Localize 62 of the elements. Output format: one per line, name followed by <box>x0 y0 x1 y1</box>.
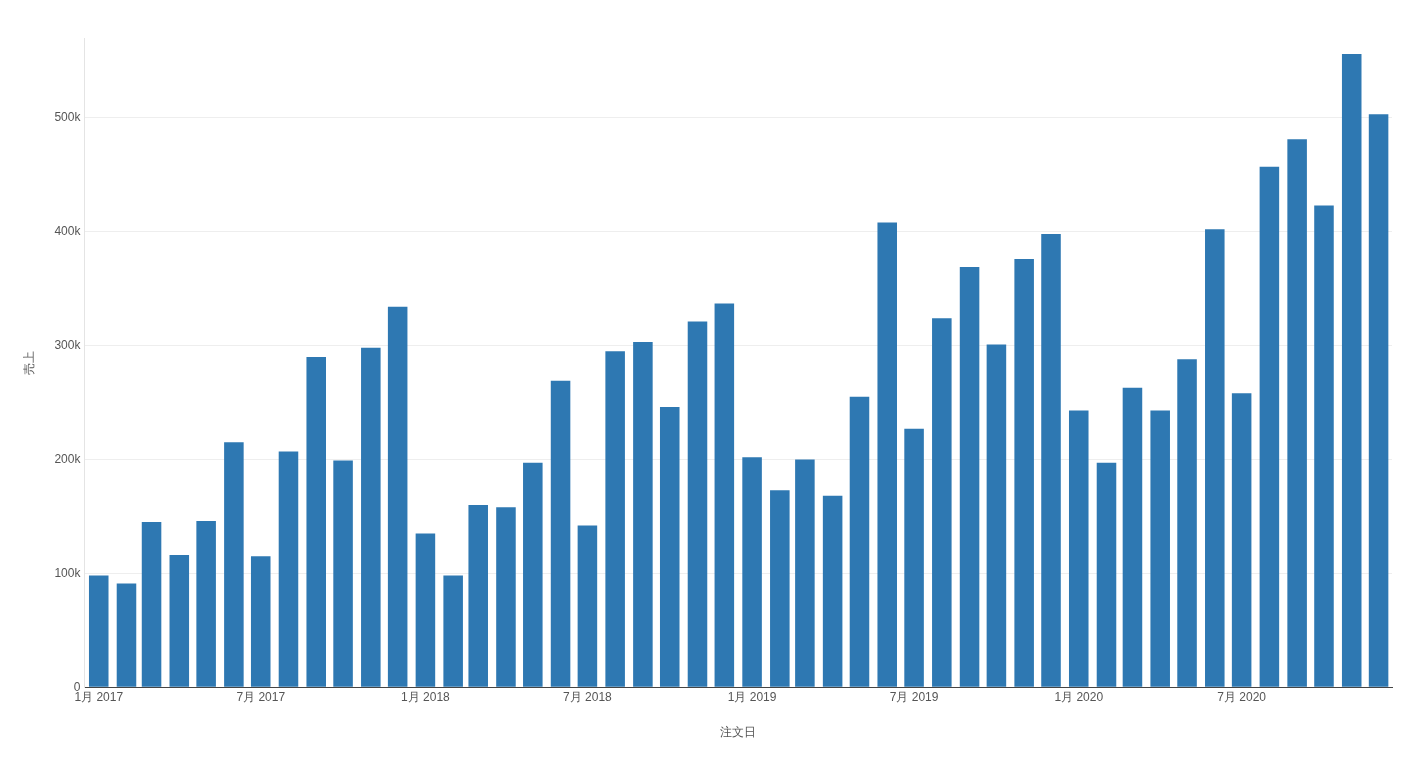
bar <box>523 462 543 687</box>
bar <box>770 490 790 687</box>
bar <box>306 356 326 687</box>
y-tick-label: 200k <box>54 451 82 466</box>
bar <box>1205 229 1225 687</box>
bar <box>141 522 162 687</box>
y-tick-label: 300k <box>54 337 82 352</box>
bar <box>1041 233 1061 687</box>
bar <box>986 344 1007 687</box>
bar <box>415 533 436 687</box>
bar <box>1287 139 1307 687</box>
y-tick-label: 500k <box>54 110 82 125</box>
x-tick-label: 7月 2019 <box>889 689 939 704</box>
bar <box>795 459 815 687</box>
y-axis-title: 売上 <box>21 350 36 375</box>
bar <box>932 318 952 687</box>
x-tick-label: 7月 2018 <box>563 689 613 704</box>
bar <box>633 342 653 687</box>
bar <box>1150 410 1170 687</box>
x-tick-label: 1月 2020 <box>1054 689 1104 704</box>
bar <box>1314 205 1334 687</box>
bar <box>88 575 109 687</box>
bar <box>496 507 516 687</box>
bar <box>224 442 244 687</box>
bar <box>1096 462 1117 687</box>
bar <box>443 575 463 687</box>
bar <box>250 556 271 687</box>
bar <box>877 222 897 687</box>
bar <box>333 460 353 687</box>
bar <box>822 495 843 687</box>
bar <box>904 428 924 687</box>
x-tick-label: 1月 2018 <box>401 689 451 704</box>
bar <box>550 380 571 687</box>
bar <box>278 451 299 687</box>
bar <box>714 303 735 687</box>
bar <box>1177 359 1197 687</box>
x-tick-label: 7月 2017 <box>236 689 286 704</box>
x-tick-label: 7月 2020 <box>1217 689 1267 704</box>
bar <box>1122 387 1143 687</box>
bar <box>169 555 190 687</box>
bar <box>1259 166 1280 687</box>
bar <box>1368 114 1389 687</box>
bar <box>605 351 625 687</box>
bar <box>849 396 870 687</box>
bar <box>687 321 708 687</box>
bar <box>1068 410 1089 687</box>
bar <box>577 525 598 687</box>
bar <box>387 306 408 687</box>
x-axis-title: 注文日 <box>720 725 757 740</box>
bar <box>742 457 762 687</box>
bar <box>468 504 488 687</box>
bar <box>196 520 216 687</box>
bar <box>959 266 980 687</box>
bar <box>659 407 680 687</box>
bar <box>1014 258 1034 687</box>
bar <box>361 347 381 687</box>
x-tick-label: 1月 2019 <box>727 689 777 704</box>
bar <box>1341 53 1362 687</box>
y-tick-label: 100k <box>54 565 82 580</box>
y-tick-label: 400k <box>54 223 82 238</box>
bar <box>116 583 137 687</box>
bar <box>1231 393 1252 687</box>
